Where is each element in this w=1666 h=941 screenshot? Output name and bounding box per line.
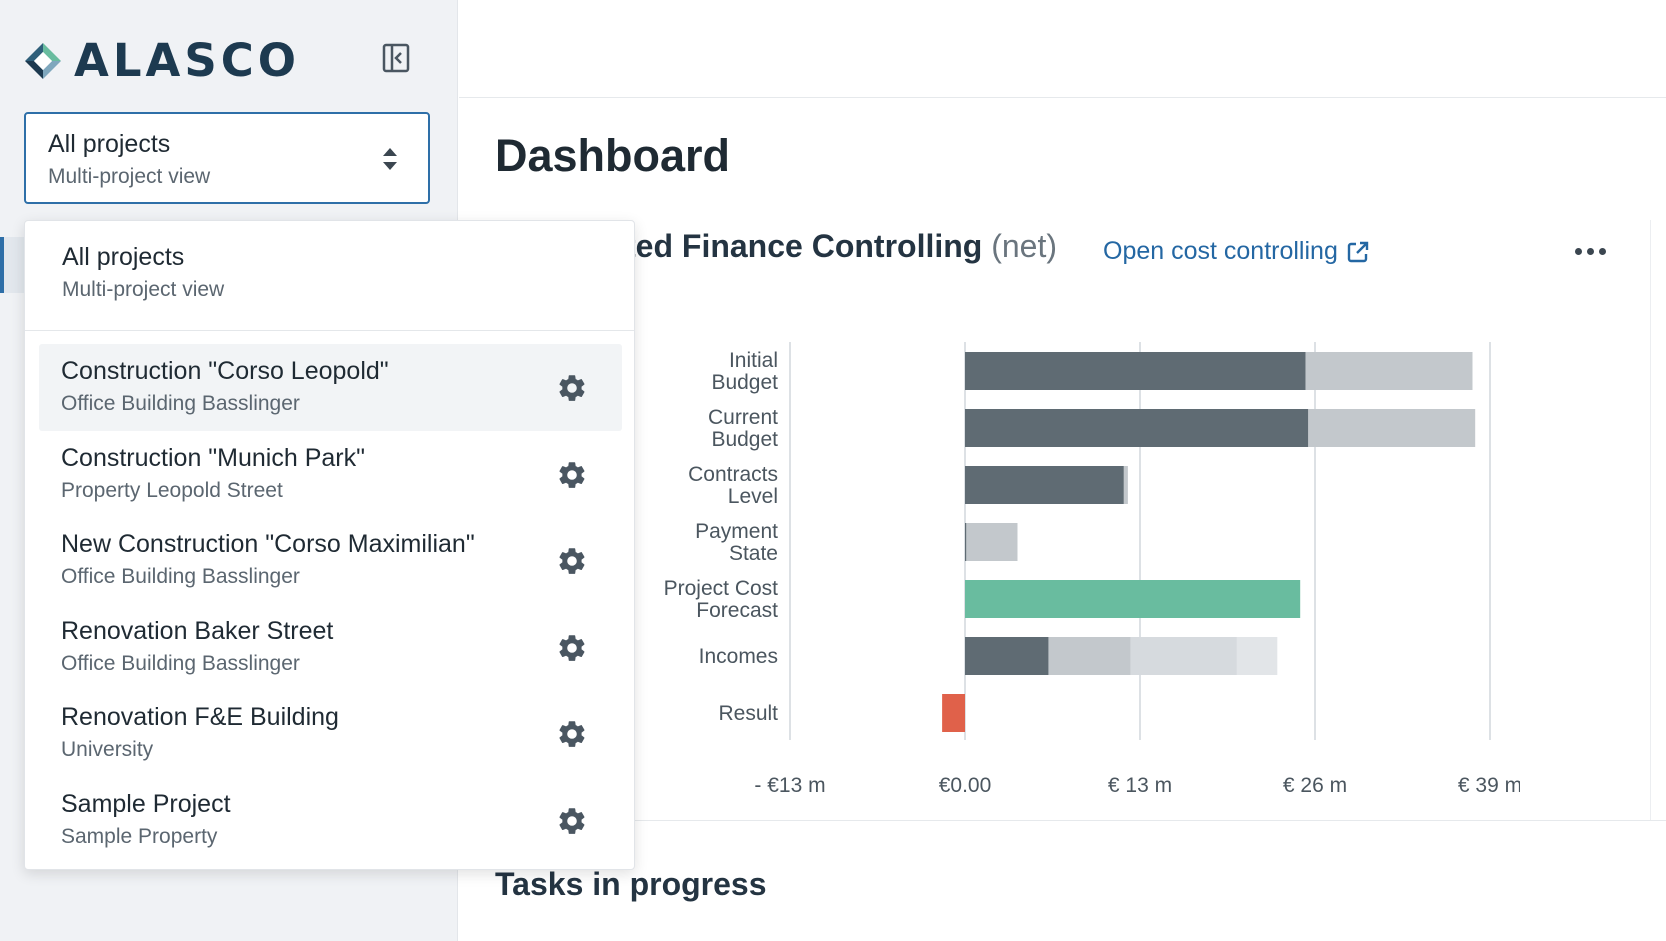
dropdown-project-item[interactable]: Renovation Baker Street Office Building … bbox=[39, 604, 622, 691]
project-title: New Construction "Corso Maximilian" bbox=[61, 530, 475, 558]
x-tick-label: € 39 m bbox=[1458, 774, 1520, 797]
more-dot-icon bbox=[1586, 247, 1594, 255]
chart-bar-segment[interactable] bbox=[1048, 637, 1131, 675]
project-settings-gear-icon[interactable] bbox=[556, 632, 588, 664]
finance-controlling-chart: - €13 m €0.00 € 13 m € 26 m € 39 mInitialBud… bbox=[664, 342, 1520, 797]
section-divider bbox=[459, 820, 1666, 821]
dropdown-item-subtitle: Multi-project view bbox=[62, 278, 225, 301]
x-tick-label: € 13 m bbox=[1108, 774, 1172, 797]
active-nav-indicator bbox=[0, 237, 4, 293]
alasco-logo-icon bbox=[25, 42, 61, 79]
chart-bar-segment[interactable] bbox=[1305, 352, 1473, 390]
project-settings-gear-icon[interactable] bbox=[556, 805, 588, 837]
sidebar-collapse-icon bbox=[382, 43, 410, 73]
page-title: Dashboard bbox=[495, 130, 731, 181]
dropdown-item-all-projects[interactable]: All projects Multi-project view bbox=[25, 221, 634, 331]
y-category-label: State bbox=[729, 542, 778, 565]
chart-bar-segment[interactable] bbox=[965, 352, 1306, 390]
y-category-label: Result bbox=[718, 702, 778, 725]
y-category-label: Incomes bbox=[699, 645, 778, 668]
project-selector-title: All projects bbox=[48, 130, 171, 158]
project-title: Renovation F&E Building bbox=[61, 703, 339, 731]
dropdown-project-item[interactable]: Sample Project Sample Property bbox=[39, 777, 622, 864]
project-subtitle: Office Building Basslinger bbox=[61, 565, 300, 588]
widget-more-options-button[interactable] bbox=[1570, 236, 1610, 266]
chart-bar-segment[interactable] bbox=[965, 580, 1301, 618]
project-subtitle: Sample Property bbox=[61, 824, 218, 848]
chart-bar-segment[interactable] bbox=[942, 694, 965, 732]
project-title: Construction "Munich Park" bbox=[61, 443, 365, 472]
more-dot-icon bbox=[1574, 247, 1582, 255]
more-dot-icon bbox=[1598, 247, 1606, 255]
project-title: Construction "Corso Leopold" bbox=[61, 357, 389, 385]
project-list: Construction "Corso Leopold" Office Buil… bbox=[39, 344, 622, 863]
project-subtitle: Property Leopold Street bbox=[61, 478, 283, 502]
y-category-label: Initial bbox=[729, 349, 778, 372]
widget-border bbox=[1650, 220, 1651, 820]
y-category-label: Budget bbox=[711, 428, 778, 451]
project-subtitle: University bbox=[61, 738, 154, 761]
project-title: Sample Project bbox=[61, 789, 231, 818]
dropdown-project-item[interactable]: New Construction "Corso Maximilian" Offi… bbox=[39, 517, 622, 604]
widget-title-suffix: (net) bbox=[991, 228, 1058, 264]
external-link-icon bbox=[1347, 241, 1369, 262]
dropdown-item-title: All projects bbox=[62, 243, 185, 271]
collapse-sidebar-button[interactable] bbox=[380, 42, 412, 74]
x-tick-label: €0.00 bbox=[939, 774, 992, 797]
chart-bar-segment[interactable] bbox=[966, 523, 1018, 561]
project-settings-gear-icon[interactable] bbox=[556, 459, 588, 491]
chart-bar-segment[interactable] bbox=[965, 523, 967, 561]
finance-widget-header: ted Finance Controlling (net) bbox=[495, 228, 1645, 274]
project-title: Renovation Baker Street bbox=[61, 616, 334, 645]
brand-logo[interactable]: ALASCO bbox=[24, 38, 300, 83]
chart-bar-segment[interactable] bbox=[1308, 409, 1476, 447]
project-subtitle: Office Building Basslinger bbox=[61, 392, 300, 415]
project-settings-gear-icon[interactable] bbox=[556, 718, 588, 750]
y-category-label: Project Cost bbox=[664, 577, 779, 600]
y-category-label: Forecast bbox=[696, 599, 778, 622]
project-subtitle: Office Building Basslinger bbox=[61, 651, 300, 675]
chart-bar-segment[interactable] bbox=[1130, 637, 1237, 675]
y-category-label: Current bbox=[708, 406, 778, 429]
project-selector[interactable]: All projects Multi-project view bbox=[24, 112, 430, 204]
chart-bar-segment[interactable] bbox=[1123, 466, 1128, 504]
x-tick-label: - €13 m bbox=[754, 774, 825, 797]
project-settings-gear-icon[interactable] bbox=[556, 545, 588, 577]
widget-title-text: ted Finance Controlling bbox=[625, 228, 983, 264]
top-bar bbox=[459, 0, 1666, 98]
brand-name: ALASCO bbox=[74, 34, 301, 87]
y-category-label: Budget bbox=[711, 371, 778, 394]
widget-title: ted Finance Controlling (net) bbox=[625, 228, 1057, 265]
open-cost-controlling-label: Open cost controlling bbox=[1103, 237, 1338, 265]
dropdown-project-item[interactable]: Construction "Munich Park" Property Leop… bbox=[39, 431, 622, 518]
chart-bar-segment[interactable] bbox=[965, 637, 1049, 675]
project-dropdown-menu: All projects Multi-project view Construc… bbox=[24, 220, 635, 870]
dropdown-project-item[interactable]: Renovation F&E Building University bbox=[39, 690, 622, 777]
x-tick-label: € 26 m bbox=[1283, 774, 1347, 797]
project-selector-subtitle: Multi-project view bbox=[48, 165, 211, 188]
select-arrows-icon bbox=[383, 148, 397, 170]
open-cost-controlling-link[interactable]: Open cost controlling bbox=[1103, 237, 1370, 266]
y-category-label: Payment bbox=[695, 520, 778, 543]
chart-bar-segment[interactable] bbox=[965, 466, 1124, 504]
y-category-label: Level bbox=[728, 485, 778, 508]
project-settings-gear-icon[interactable] bbox=[556, 372, 588, 404]
y-category-label: Contracts bbox=[688, 463, 778, 486]
chart-bar-segment[interactable] bbox=[965, 409, 1309, 447]
dropdown-project-item[interactable]: Construction "Corso Leopold" Office Buil… bbox=[39, 344, 622, 431]
tasks-in-progress-title: Tasks in progress bbox=[495, 866, 767, 902]
chart-bar-segment[interactable] bbox=[1236, 637, 1278, 675]
